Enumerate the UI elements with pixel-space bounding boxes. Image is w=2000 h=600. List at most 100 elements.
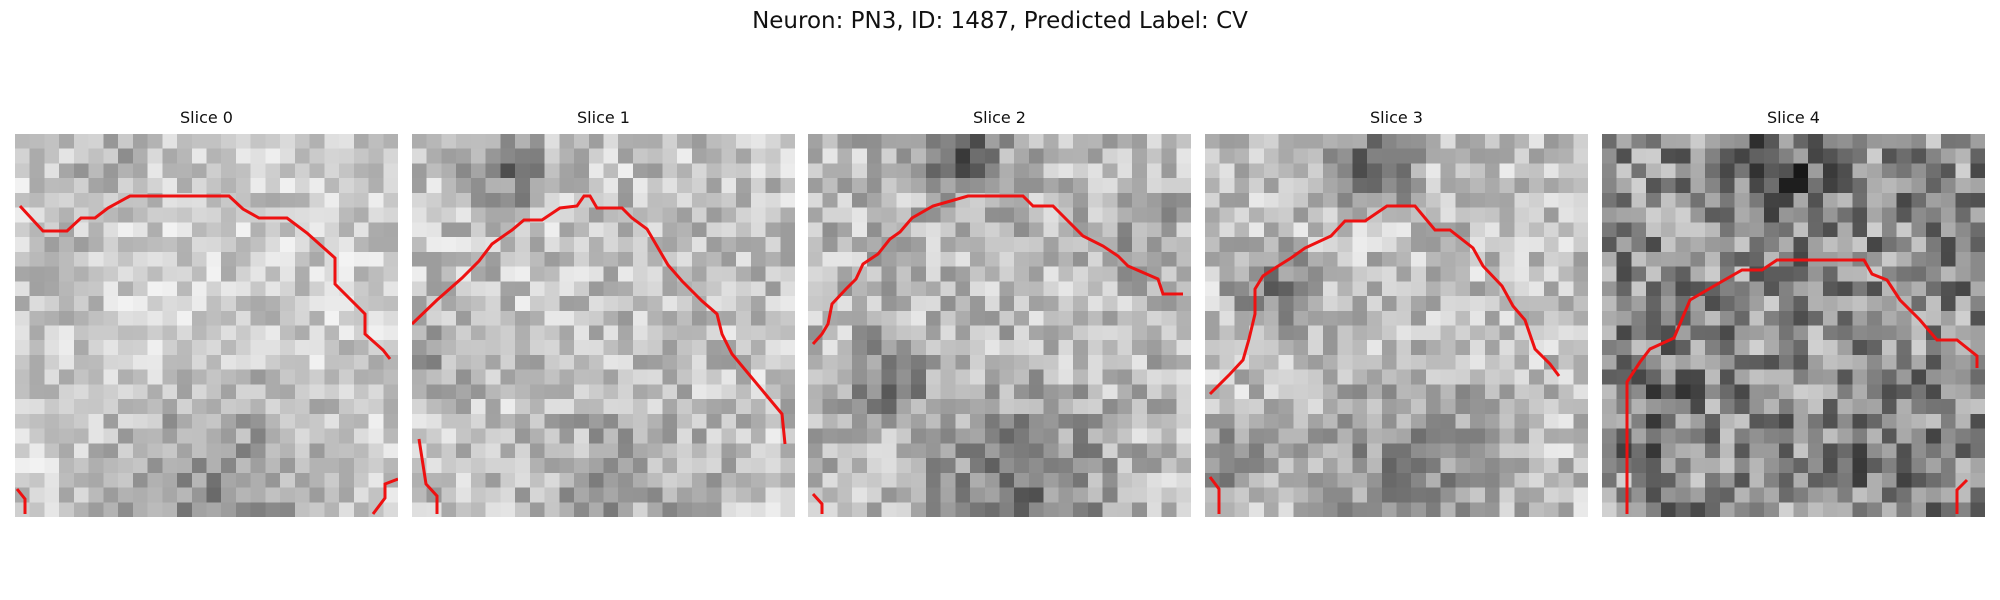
pixel bbox=[1940, 458, 1957, 474]
pixel bbox=[265, 487, 281, 503]
pixel bbox=[44, 458, 60, 474]
pixel bbox=[353, 369, 370, 386]
pixel bbox=[485, 148, 501, 165]
pixel bbox=[1058, 163, 1074, 179]
pixel bbox=[955, 487, 971, 503]
pixel bbox=[221, 296, 237, 312]
pixel bbox=[1367, 310, 1383, 327]
pixel bbox=[383, 413, 398, 430]
pixel bbox=[1926, 251, 1942, 268]
pixel bbox=[456, 399, 472, 415]
pixel bbox=[1381, 192, 1398, 209]
pixel bbox=[1675, 413, 1691, 430]
pixel bbox=[1675, 443, 1691, 459]
pixel bbox=[1043, 251, 1060, 268]
pixel bbox=[940, 222, 956, 238]
pixel bbox=[618, 266, 634, 282]
pixel bbox=[1396, 428, 1412, 444]
pixel bbox=[339, 502, 355, 517]
pixel bbox=[280, 178, 296, 194]
pixel bbox=[1764, 281, 1780, 297]
pixel bbox=[984, 487, 1001, 503]
pixel bbox=[1117, 472, 1133, 489]
pixel bbox=[677, 369, 693, 386]
pixel bbox=[1514, 502, 1530, 517]
pixel bbox=[1675, 207, 1691, 223]
pixel bbox=[970, 178, 986, 194]
pixel bbox=[162, 325, 178, 341]
pixel bbox=[1367, 134, 1383, 150]
pixel bbox=[999, 413, 1015, 430]
pixel bbox=[88, 134, 104, 150]
pixel bbox=[1455, 384, 1471, 400]
pixel bbox=[280, 443, 296, 459]
pixel bbox=[1749, 458, 1765, 474]
pixel bbox=[1675, 369, 1691, 386]
pixel bbox=[1926, 443, 1942, 459]
pixel bbox=[1161, 384, 1177, 400]
pixel bbox=[940, 487, 956, 503]
pixel bbox=[1499, 251, 1515, 268]
pixel bbox=[765, 281, 781, 297]
pixel bbox=[677, 502, 693, 517]
pixel bbox=[44, 502, 60, 517]
contour-overlay-3 bbox=[1208, 204, 1561, 514]
pixel bbox=[1705, 384, 1721, 400]
pixel bbox=[324, 281, 340, 297]
pixel bbox=[1690, 266, 1706, 282]
pixel bbox=[1514, 237, 1530, 253]
pixel bbox=[911, 296, 927, 312]
pixel bbox=[970, 502, 986, 517]
pixel bbox=[1396, 163, 1412, 179]
pixel bbox=[103, 472, 119, 489]
pixel bbox=[485, 251, 501, 268]
pixel bbox=[721, 163, 737, 179]
pixel bbox=[1073, 340, 1089, 356]
pixel bbox=[1852, 399, 1868, 415]
pixel bbox=[412, 222, 428, 238]
pixel bbox=[1602, 251, 1618, 268]
pixel bbox=[500, 325, 516, 341]
pixel bbox=[1867, 281, 1883, 297]
pixel bbox=[837, 399, 853, 415]
pixel bbox=[1352, 178, 1368, 194]
pixel bbox=[750, 266, 767, 282]
pixel bbox=[1749, 222, 1765, 238]
pixel bbox=[1955, 134, 1971, 150]
pixel bbox=[1161, 192, 1177, 209]
pixel bbox=[588, 340, 605, 356]
pixel bbox=[940, 354, 956, 371]
pixel bbox=[412, 487, 428, 503]
pixel bbox=[1396, 134, 1412, 150]
pixel bbox=[1308, 281, 1324, 297]
pixel bbox=[866, 134, 883, 150]
pixel bbox=[1014, 502, 1030, 517]
pixel bbox=[1660, 148, 1677, 165]
pixel bbox=[1778, 207, 1795, 223]
pixel bbox=[911, 163, 927, 179]
pixel bbox=[1470, 502, 1486, 517]
pixel bbox=[1117, 325, 1133, 341]
pixel bbox=[1073, 472, 1089, 489]
pixel bbox=[529, 310, 546, 327]
pixel bbox=[1425, 237, 1442, 253]
pixel bbox=[896, 178, 912, 194]
pixel bbox=[1926, 369, 1942, 386]
pixel bbox=[1543, 340, 1560, 356]
pixel bbox=[368, 487, 384, 503]
pixel bbox=[1161, 163, 1177, 179]
pixel bbox=[852, 458, 868, 474]
pixel bbox=[1249, 399, 1265, 415]
pixel bbox=[1146, 310, 1163, 327]
pixel bbox=[1205, 207, 1221, 223]
pixel bbox=[1205, 487, 1221, 503]
pixel bbox=[632, 148, 649, 165]
pixel bbox=[837, 458, 853, 474]
pixel bbox=[1837, 207, 1854, 223]
pixel bbox=[412, 207, 428, 223]
pixel bbox=[1808, 192, 1824, 209]
pixel bbox=[44, 369, 60, 386]
pixel bbox=[1602, 310, 1618, 327]
pixel bbox=[353, 192, 370, 209]
pixel bbox=[1337, 399, 1353, 415]
